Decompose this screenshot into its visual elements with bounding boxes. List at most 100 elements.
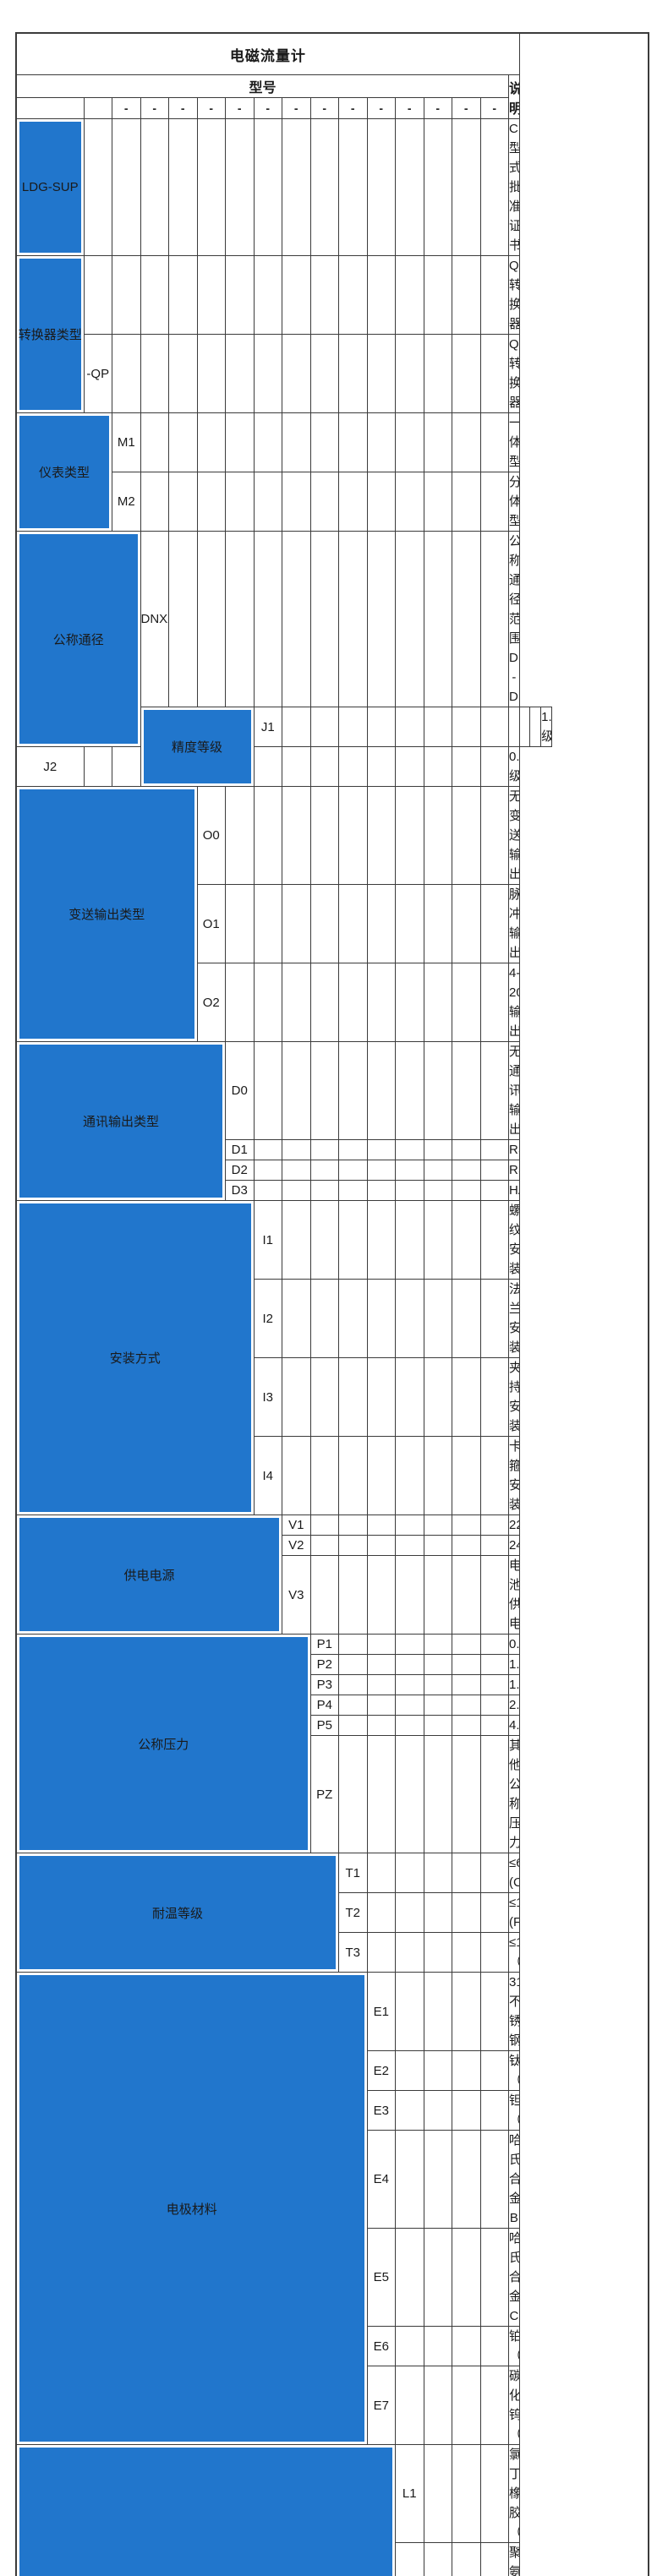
empty-grid-cell xyxy=(254,787,282,885)
description-cell: ≤150℃（PFA） xyxy=(509,1933,520,1973)
empty-grid-cell xyxy=(480,1160,509,1181)
empty-grid-cell xyxy=(452,963,481,1042)
empty-grid-cell xyxy=(452,2051,481,2091)
model-column-header: 型号 xyxy=(16,75,509,98)
empty-grid-cell xyxy=(367,1181,396,1201)
description-cell: 其他公称压力 xyxy=(509,1736,520,1853)
empty-grid-cell xyxy=(282,1437,311,1515)
description-cell: 公称通径范围: DN10 - DN2000 xyxy=(509,532,520,707)
description-cell: 0.6MPa xyxy=(509,1635,520,1655)
empty-grid-cell xyxy=(452,1160,481,1181)
empty-grid-cell xyxy=(396,1042,424,1140)
empty-grid-cell xyxy=(339,1695,368,1716)
code-cell: E7 xyxy=(367,2366,396,2445)
description-cell: ≤60℃(CR/PU) xyxy=(509,1853,520,1893)
empty-grid-cell xyxy=(396,1695,424,1716)
empty-grid-cell xyxy=(452,413,481,472)
empty-grid-cell xyxy=(339,1358,368,1437)
empty-grid-cell xyxy=(396,1736,424,1853)
empty-grid-cell xyxy=(452,1973,481,2051)
empty-grid-cell xyxy=(480,1635,509,1655)
empty-grid-cell xyxy=(310,1201,339,1280)
table-row: 转换器类型Q53转换器 xyxy=(16,256,649,335)
empty-grid-cell xyxy=(367,1736,396,1853)
empty-grid-cell xyxy=(339,885,368,963)
description-cell: 4.0MPa xyxy=(509,1716,520,1736)
empty-grid-cell xyxy=(396,1853,424,1893)
empty-grid-cell xyxy=(452,335,481,413)
table-row: 安装方式I1螺纹安装 xyxy=(16,1201,649,1280)
empty-grid-cell xyxy=(452,2543,481,2576)
empty-grid-cell xyxy=(367,1933,396,1973)
description-cell: Q51转换器 xyxy=(509,335,520,413)
empty-grid-cell xyxy=(310,1358,339,1437)
code-cell: D2 xyxy=(226,1160,255,1181)
empty-grid-cell xyxy=(339,1736,368,1853)
empty-grid-cell xyxy=(452,1655,481,1675)
code-cell: J1 xyxy=(254,707,282,747)
empty-grid-cell xyxy=(452,787,481,885)
description-cell: 2.5MPa xyxy=(509,1695,520,1716)
empty-grid-cell xyxy=(396,885,424,963)
table-row: 仪表类型M1一体型 xyxy=(16,413,649,472)
empty-grid-cell xyxy=(480,707,509,747)
empty-grid-cell xyxy=(367,1515,396,1536)
empty-grid-cell xyxy=(480,1893,509,1933)
table-row: 公称通径DNXX公称通径范围: DN10 - DN2000 xyxy=(16,532,649,707)
empty-grid-cell xyxy=(480,963,509,1042)
empty-grid-cell xyxy=(452,2445,481,2543)
empty-grid-cell xyxy=(396,1280,424,1358)
empty-grid-cell xyxy=(480,1853,509,1893)
empty-grid-cell xyxy=(396,1893,424,1933)
empty-grid-cell xyxy=(140,413,169,472)
empty-grid-cell xyxy=(424,2445,452,2543)
empty-grid-cell xyxy=(424,1181,452,1201)
empty-grid-cell xyxy=(310,335,339,413)
code-cell: E3 xyxy=(367,2091,396,2131)
dash-cell: - xyxy=(254,98,282,119)
empty-grid-cell xyxy=(452,1675,481,1695)
code-cell: I1 xyxy=(254,1201,282,1280)
empty-grid-cell xyxy=(396,963,424,1042)
category-cell: 电极材料 xyxy=(16,1973,367,2445)
code-cell: T2 xyxy=(339,1893,368,1933)
empty-grid-cell xyxy=(226,335,255,413)
empty-grid-cell xyxy=(310,532,339,707)
empty-grid-cell xyxy=(339,532,368,707)
empty-grid-cell xyxy=(424,787,452,885)
empty-grid-cell xyxy=(282,747,311,787)
empty-grid-cell xyxy=(480,2327,509,2366)
empty-grid-cell xyxy=(339,1655,368,1675)
code-cell: I3 xyxy=(254,1358,282,1437)
empty-grid-cell xyxy=(424,256,452,335)
empty-grid-cell xyxy=(480,1515,509,1536)
dash-cell: - xyxy=(367,98,396,119)
dash-cell: - xyxy=(169,98,198,119)
code-cell: E5 xyxy=(367,2229,396,2327)
empty-grid-cell xyxy=(480,119,509,256)
empty-grid-cell xyxy=(480,885,509,963)
code-cell: E4 xyxy=(367,2131,396,2229)
dash-cell: - xyxy=(140,98,169,119)
description-cell: 24VDC xyxy=(509,1536,520,1556)
empty-grid-cell xyxy=(424,1853,452,1893)
code-cell: O1 xyxy=(197,885,226,963)
description-cell: ≤120℃(F4/F46) xyxy=(509,1893,520,1933)
empty-grid-cell xyxy=(452,2366,481,2445)
empty-grid-cell xyxy=(396,2327,424,2366)
empty-grid-cell xyxy=(452,707,481,747)
description-cell: 氯丁橡胶（CR） xyxy=(509,2445,520,2543)
empty-grid-cell xyxy=(367,1655,396,1675)
empty-grid-cell xyxy=(226,256,255,335)
empty-grid-cell xyxy=(424,2543,452,2576)
empty-grid-cell xyxy=(197,256,226,335)
empty-grid-cell xyxy=(367,787,396,885)
dash-cell: - xyxy=(480,98,509,119)
code-cell: D3 xyxy=(226,1181,255,1201)
page-title: 电磁流量计 xyxy=(16,33,519,75)
empty-grid-cell xyxy=(339,1042,368,1140)
empty-grid-cell xyxy=(254,1140,282,1160)
description-cell: 钛（Ti） xyxy=(509,2051,520,2091)
